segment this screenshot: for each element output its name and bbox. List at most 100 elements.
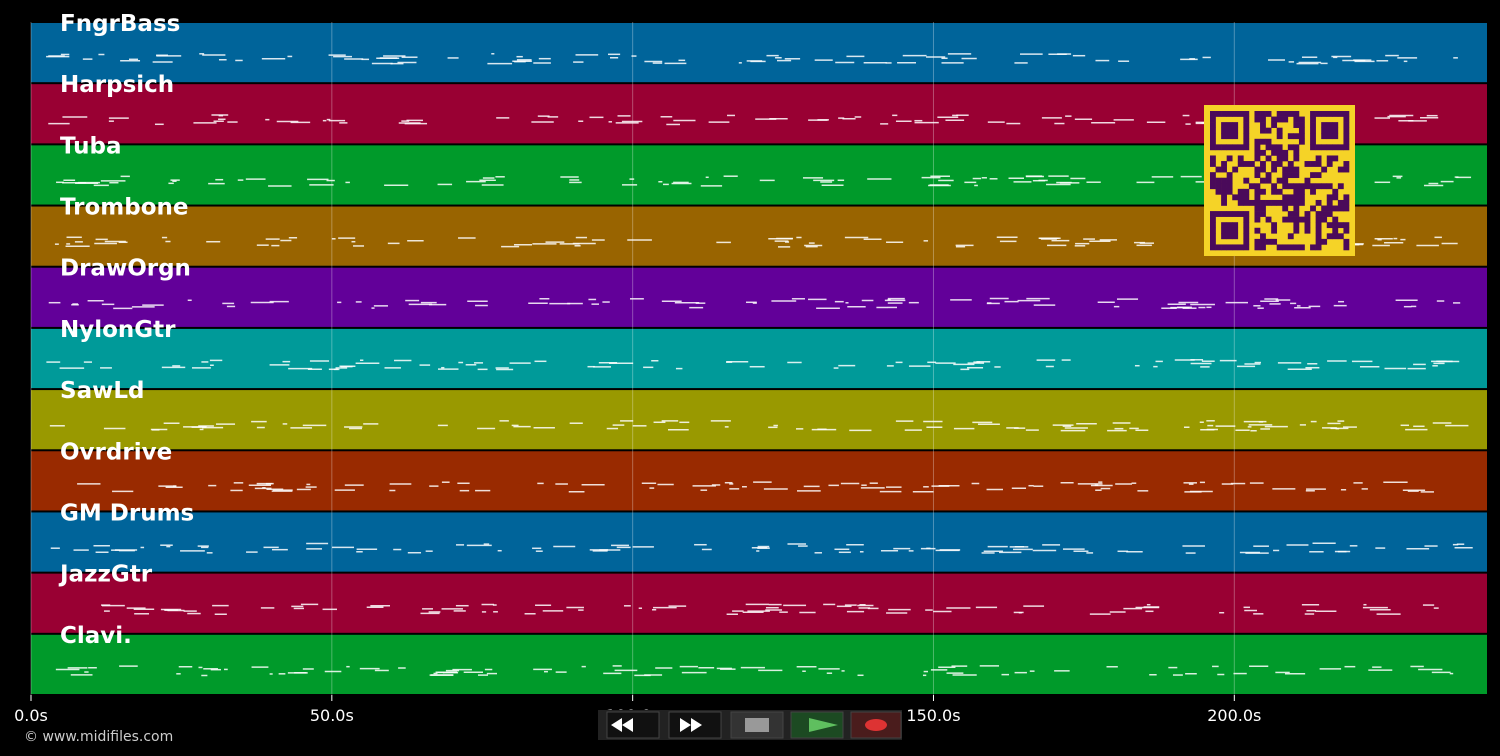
qr-cell bbox=[1321, 127, 1328, 134]
qr-cell bbox=[1315, 172, 1322, 179]
qr-cell bbox=[1265, 199, 1272, 206]
notes bbox=[50, 542, 1473, 554]
track-name: JazzGtr bbox=[58, 562, 153, 588]
qr-cell bbox=[1243, 227, 1250, 234]
qr-cell bbox=[1332, 194, 1339, 201]
qr-cell bbox=[1321, 144, 1328, 151]
qr-cell bbox=[1237, 211, 1244, 217]
qr-cell bbox=[1298, 188, 1305, 195]
qr-cell bbox=[1254, 227, 1261, 234]
qr-cell bbox=[1237, 188, 1244, 195]
qr-cell bbox=[1232, 233, 1239, 240]
qr-cell bbox=[1310, 244, 1316, 251]
track-lane bbox=[31, 512, 1487, 572]
qr-cell bbox=[1315, 233, 1322, 240]
qr-cell bbox=[1260, 188, 1266, 195]
qr-cell bbox=[1282, 116, 1289, 123]
qr-cell bbox=[1298, 127, 1305, 134]
qr-cell bbox=[1237, 161, 1244, 167]
qr-cell bbox=[1287, 194, 1294, 201]
rewind-button[interactable] bbox=[606, 711, 660, 739]
qr-cell bbox=[1315, 144, 1322, 151]
track-name: Tuba bbox=[60, 133, 122, 159]
qr-cell bbox=[1293, 188, 1300, 195]
qr-cell bbox=[1243, 144, 1250, 151]
qr-cell bbox=[1254, 183, 1261, 190]
qr-cell bbox=[1321, 211, 1328, 217]
qr-cell bbox=[1232, 122, 1239, 128]
qr-cell bbox=[1287, 133, 1294, 140]
qr-cell bbox=[1276, 111, 1283, 117]
track-lane bbox=[31, 328, 1487, 389]
qr-cell bbox=[1337, 233, 1344, 240]
qr-cell bbox=[1254, 194, 1261, 201]
track-lane bbox=[31, 267, 1487, 327]
qr-cell bbox=[1337, 222, 1344, 229]
qr-cell bbox=[1310, 116, 1316, 123]
qr-cell bbox=[1215, 211, 1222, 217]
qr-cell bbox=[1276, 244, 1283, 251]
qr-cell bbox=[1332, 222, 1339, 229]
qr-cell bbox=[1243, 122, 1250, 128]
qr-cell bbox=[1282, 199, 1289, 206]
qr-cell bbox=[1243, 133, 1250, 140]
forward-button[interactable] bbox=[668, 711, 722, 739]
qr-cell bbox=[1282, 244, 1289, 251]
qr-cell bbox=[1293, 244, 1300, 251]
notes bbox=[77, 481, 1434, 493]
qr-cell bbox=[1221, 188, 1227, 195]
stop-button[interactable] bbox=[730, 711, 784, 739]
qr-cell bbox=[1310, 161, 1316, 167]
qr-cell bbox=[1221, 166, 1227, 173]
qr-cell bbox=[1293, 211, 1300, 217]
qr-cell bbox=[1210, 216, 1216, 223]
qr-cell bbox=[1260, 127, 1266, 134]
qr-cell bbox=[1260, 122, 1266, 128]
qr-cell bbox=[1276, 177, 1283, 184]
qr-cell bbox=[1287, 172, 1294, 179]
qr-cell bbox=[1298, 244, 1305, 251]
qr-cell bbox=[1315, 216, 1322, 223]
play-button[interactable] bbox=[790, 711, 844, 739]
qr-cell bbox=[1271, 188, 1278, 195]
record-button[interactable] bbox=[850, 711, 902, 739]
qr-cell bbox=[1332, 111, 1339, 117]
qr-cell bbox=[1276, 188, 1283, 195]
qr-cell bbox=[1271, 149, 1278, 156]
qr-cell bbox=[1260, 238, 1266, 245]
qr-cell bbox=[1265, 138, 1272, 145]
qr-cell bbox=[1326, 122, 1333, 128]
x-tick-label: 0.0s bbox=[14, 706, 48, 725]
qr-cell bbox=[1298, 116, 1305, 123]
qr-cell bbox=[1226, 127, 1233, 134]
qr-cell bbox=[1226, 183, 1233, 190]
qr-cell bbox=[1321, 122, 1328, 128]
track-name: GM Drums bbox=[60, 500, 194, 526]
qr-cell bbox=[1293, 166, 1300, 173]
qr-cell bbox=[1293, 149, 1300, 156]
qr-cell bbox=[1221, 127, 1227, 134]
qr-cell bbox=[1226, 144, 1233, 151]
track-name: Trombone bbox=[60, 195, 189, 221]
notes bbox=[46, 359, 1460, 371]
qr-cell bbox=[1321, 183, 1328, 190]
qr-cell bbox=[1210, 138, 1216, 145]
qr-cell bbox=[1232, 194, 1239, 201]
qr-cell bbox=[1271, 116, 1278, 123]
qr-cell bbox=[1282, 172, 1289, 179]
qr-cell bbox=[1210, 238, 1216, 245]
track-lane bbox=[31, 451, 1487, 511]
qr-cell bbox=[1326, 155, 1333, 162]
qr-cell bbox=[1326, 161, 1333, 167]
qr-cell bbox=[1287, 244, 1294, 251]
qr-cell bbox=[1226, 211, 1233, 217]
notes bbox=[49, 420, 1469, 432]
qr-cell bbox=[1321, 166, 1328, 173]
qr-cell bbox=[1293, 122, 1300, 128]
qr-cell bbox=[1304, 161, 1311, 167]
qr-cell bbox=[1226, 133, 1233, 140]
copyright: © www.midifiles.com bbox=[24, 729, 173, 745]
qr-cell bbox=[1276, 116, 1283, 123]
qr-cell bbox=[1304, 183, 1311, 190]
